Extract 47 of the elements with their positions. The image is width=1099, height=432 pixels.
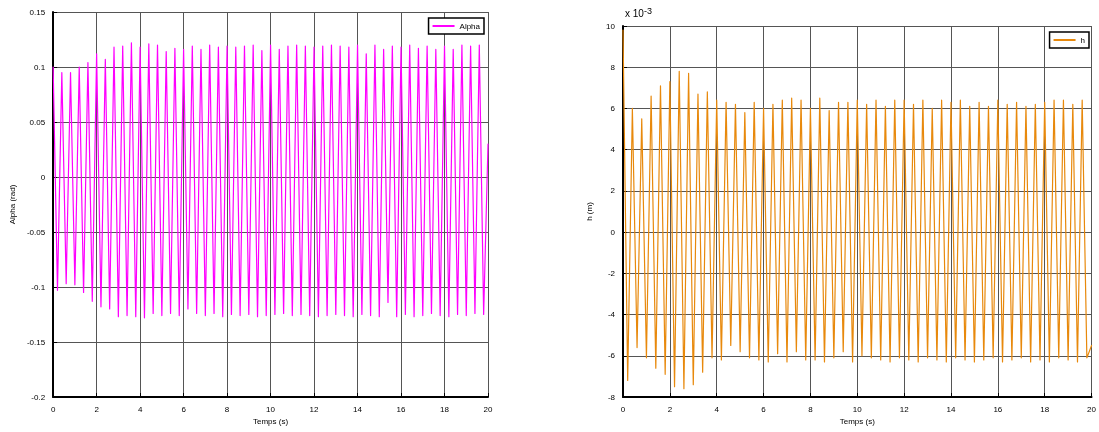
y-tick-label: 6	[610, 103, 616, 113]
x-tick-label: 16	[396, 404, 407, 414]
y-tick-label: 0	[610, 227, 616, 237]
legend-label: Alpha	[459, 21, 481, 31]
x-tick-label: 14	[946, 404, 956, 414]
x-tick-label: 4	[137, 404, 143, 414]
x-axis-title: Temps (s)	[253, 417, 289, 427]
y-tick-label: 8	[610, 62, 616, 72]
y-tick-label: -8	[607, 392, 616, 402]
y-tick-label: 4	[610, 145, 616, 155]
x-tick-label: 18	[440, 404, 450, 414]
y-tick-label: 0	[40, 172, 46, 182]
y-tick-label: -0.2	[31, 392, 46, 402]
y-tick-label: -0.1	[31, 282, 46, 292]
y-axis-title: Alpha (rad)	[7, 184, 17, 225]
x-tick-label: 2	[667, 404, 673, 414]
legend-label: h	[1080, 35, 1085, 45]
y-tick-label: -0.05	[26, 227, 46, 237]
x-axis-title: Temps (s)	[839, 417, 876, 427]
x-tick-label: 6	[761, 404, 767, 414]
x-tick-label: 0	[620, 404, 626, 414]
y-tick-label: -6	[607, 351, 616, 361]
y-tick-label: -0.15	[26, 337, 46, 347]
y-axis-title: h (m)	[584, 201, 594, 221]
y-tick-label: 0.1	[34, 62, 46, 72]
line-series	[52, 42, 489, 319]
x-tick-label: 12	[899, 404, 910, 414]
y-tick-label: 10	[606, 21, 616, 31]
x-tick-label: 18	[1040, 404, 1050, 414]
x-tick-label: 12	[309, 404, 320, 414]
x-tick-label: 10	[266, 404, 276, 414]
x-tick-label: 16	[993, 404, 1003, 414]
y-tick-label: 2	[610, 186, 616, 196]
y-tick-label: -4	[607, 310, 616, 320]
x-tick-label: 2	[94, 404, 100, 414]
x-tick-label: 8	[224, 404, 230, 414]
y-tick-label: 0.15	[29, 7, 46, 17]
y-tick-label: -2	[607, 268, 616, 278]
x-tick-label: 20	[1087, 404, 1097, 414]
x-tick-label: 0	[50, 404, 56, 414]
x-tick-label: 20	[483, 404, 493, 414]
x-tick-label: 10	[852, 404, 863, 414]
y-tick-label: 0.05	[29, 117, 46, 127]
x-tick-label: 4	[714, 404, 720, 414]
x-tick-label: 14	[353, 404, 363, 414]
x-tick-label: 8	[808, 404, 814, 414]
x-tick-label: 6	[181, 404, 187, 414]
